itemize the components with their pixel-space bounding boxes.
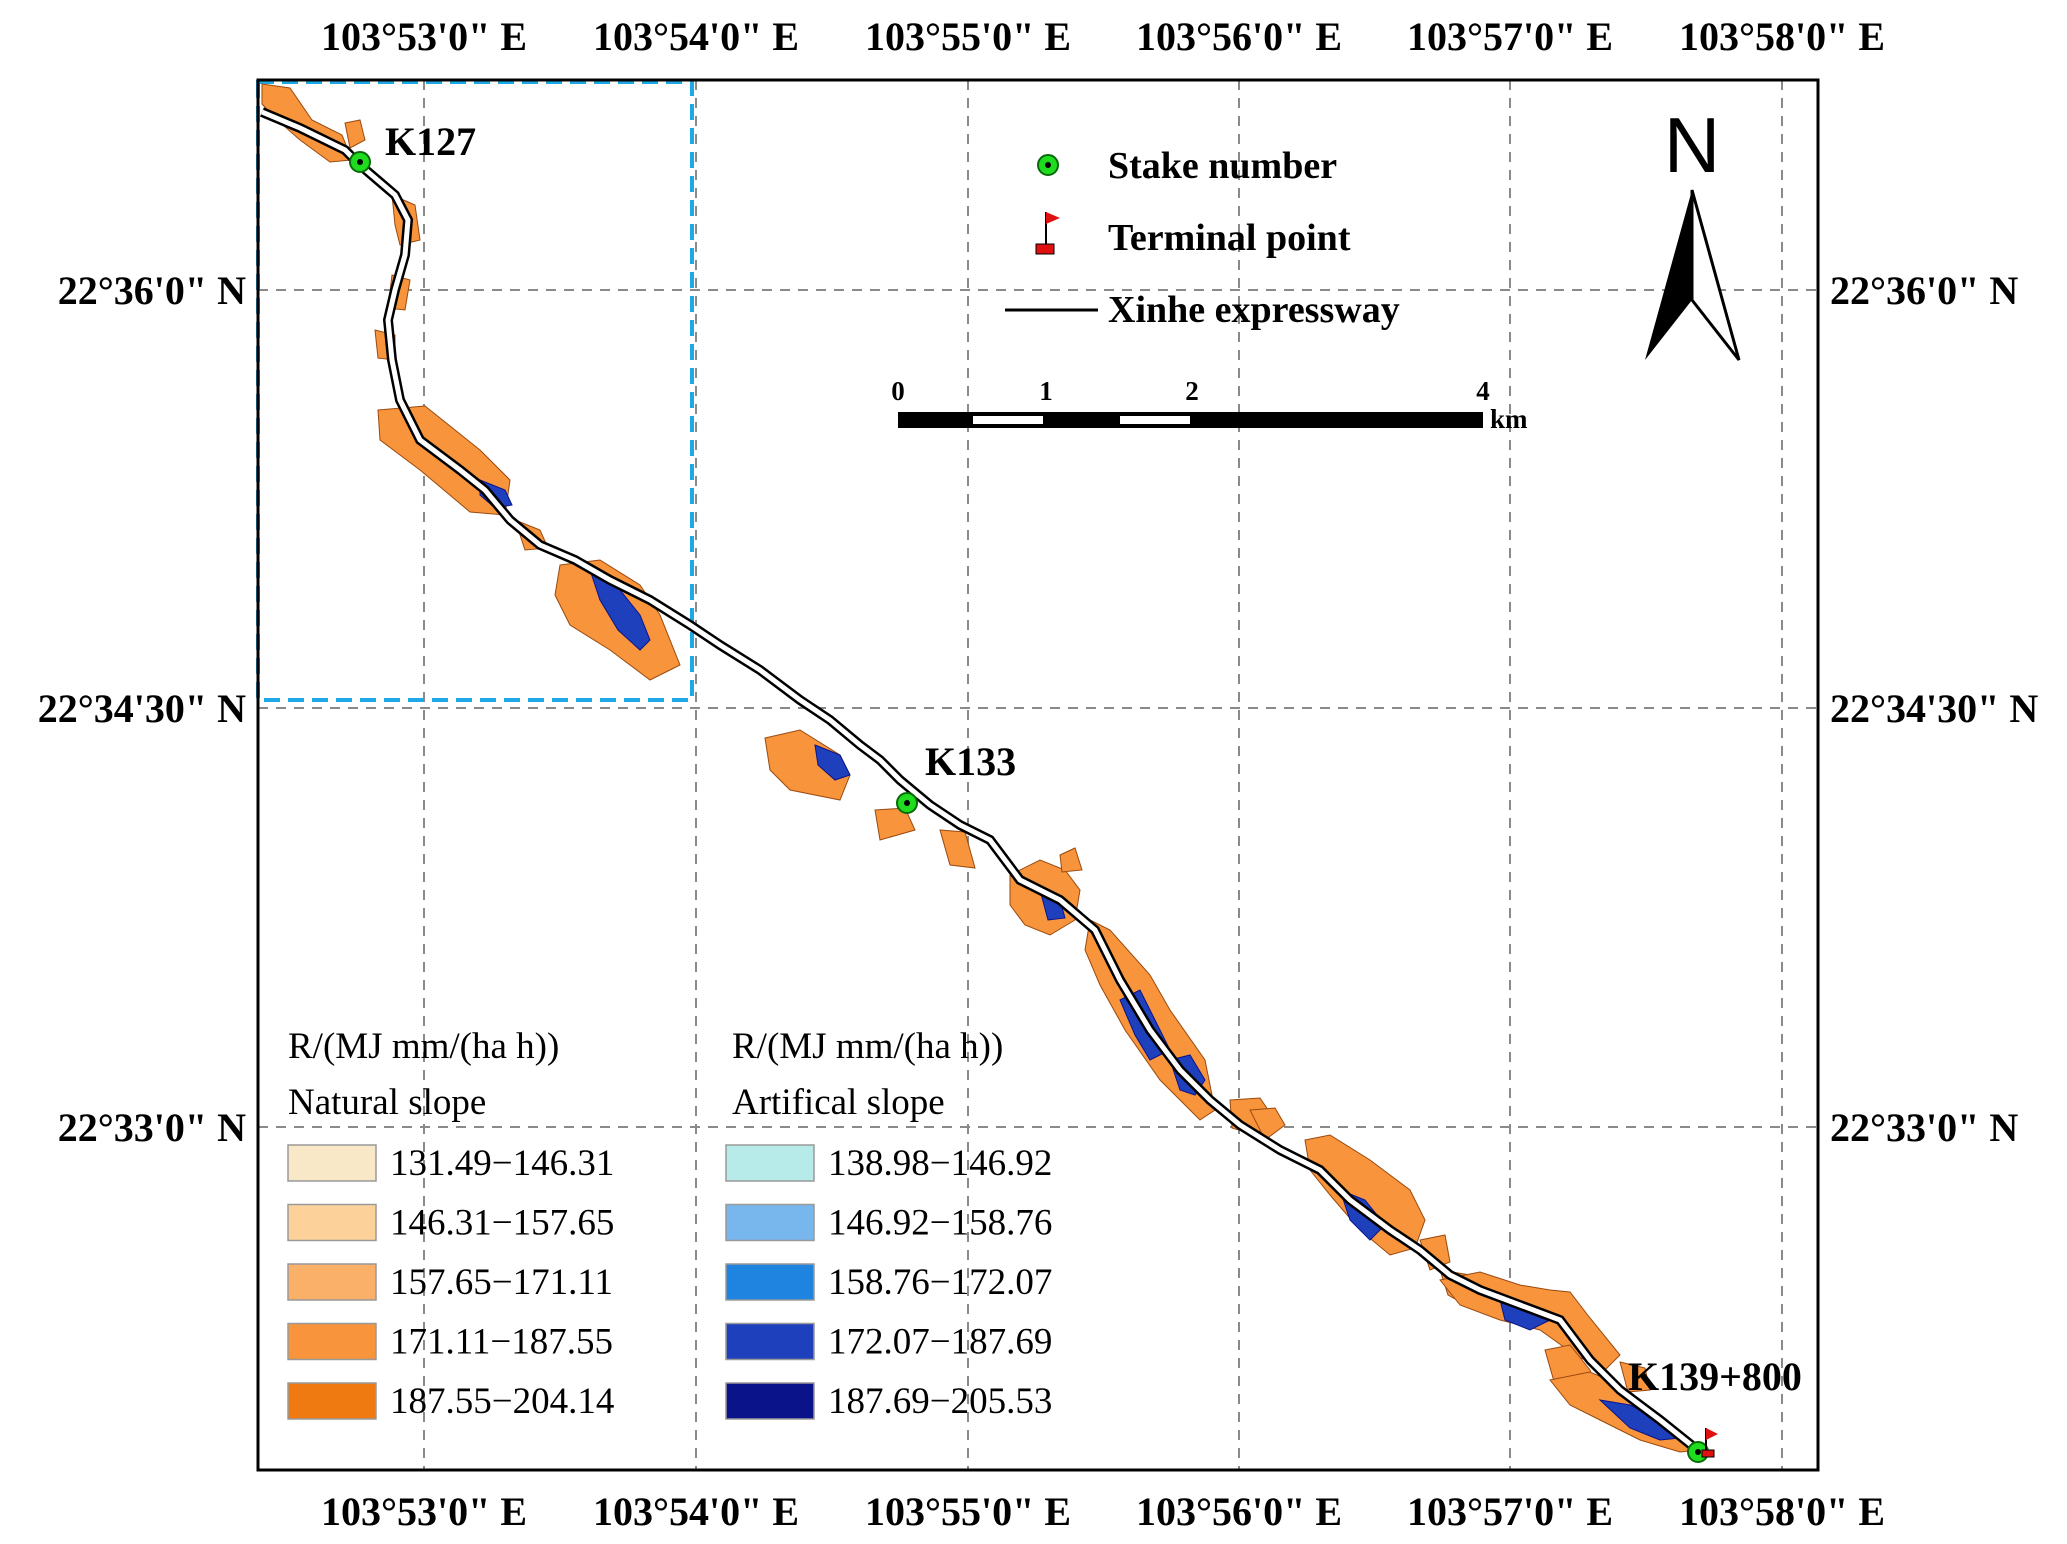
natural-legend-swatch <box>287 1144 377 1182</box>
bottom-lon-label: 103°54'0" E <box>593 1489 799 1534</box>
symbol-legend: Stake number Terminal point Xinhe expres… <box>1005 145 1400 331</box>
right-lat-label: 22°34'30" N <box>1830 686 2038 731</box>
stake-label-k133: K133 <box>925 739 1016 784</box>
artificial-legend-swatch <box>725 1382 815 1420</box>
top-lon-label: 103°54'0" E <box>593 14 799 59</box>
natural-legend-swatch <box>287 1322 377 1361</box>
north-label: N <box>1664 101 1720 189</box>
top-lon-label: 103°56'0" E <box>1136 14 1342 59</box>
scale-bar: 0 1 2 4 km <box>891 376 1528 434</box>
terminal-flag-icon <box>1701 1428 1718 1458</box>
stake-number-icon <box>1037 154 1059 176</box>
natural-legend-swatch <box>287 1382 377 1420</box>
top-lon-label: 103°58'0" E <box>1679 14 1885 59</box>
natural-slope-legend: R/(MJ mm/(ha h)) Natural slope 131.49−14… <box>287 1026 614 1422</box>
bottom-lon-label: 103°57'0" E <box>1407 1489 1613 1534</box>
right-lat-label: 22°33'0" N <box>1830 1105 2018 1150</box>
bottom-lon-label: 103°55'0" E <box>865 1489 1071 1534</box>
artificial-legend-class-label: 138.98−146.92 <box>828 1143 1052 1184</box>
top-axis-labels: 103°53'0" E 103°54'0" E 103°55'0" E 103°… <box>321 14 1885 59</box>
bottom-lon-label: 103°56'0" E <box>1136 1489 1342 1534</box>
right-lat-label: 22°36'0" N <box>1830 268 2018 313</box>
stake-label-k127: K127 <box>385 119 476 164</box>
artificial-slope-legend: R/(MJ mm/(ha h)) Artifical slope 138.98−… <box>725 1026 1052 1422</box>
left-lat-label: 22°36'0" N <box>58 268 246 313</box>
natural-legend-class-label: 157.65−171.11 <box>390 1262 613 1303</box>
left-lat-label: 22°34'30" N <box>38 686 246 731</box>
graticule <box>258 80 1818 1470</box>
north-arrow: N <box>1645 101 1741 361</box>
terminal-flag-icon <box>1035 212 1060 255</box>
stake-label-k139800: K139+800 <box>1628 1354 1802 1399</box>
artificial-legend-swatch <box>725 1263 815 1301</box>
legend-expressway: Xinhe expressway <box>1108 289 1400 331</box>
natural-legend-class-label: 187.55−204.14 <box>390 1381 614 1422</box>
legend-stake-number: Stake number <box>1108 145 1337 187</box>
natural-legend-swatch <box>287 1263 377 1301</box>
natural-legend-class-label: 146.31−157.65 <box>390 1203 614 1244</box>
bottom-lon-label: 103°53'0" E <box>321 1489 527 1534</box>
left-axis-labels: 22°36'0" N 22°34'30" N 22°33'0" N <box>38 268 246 1150</box>
xinhe-expressway-line <box>260 107 1704 1456</box>
scale-unit: km <box>1490 404 1528 434</box>
top-lon-label: 103°57'0" E <box>1407 14 1613 59</box>
artificial-legend-unit: R/(MJ mm/(ha h)) <box>732 1026 1003 1067</box>
artificial-legend-swatch <box>725 1322 815 1361</box>
scale-tick-1: 1 <box>1039 376 1053 406</box>
artificial-legend-swatch <box>725 1144 815 1182</box>
stake-marker-k127 <box>349 151 371 173</box>
scale-tick-0: 0 <box>891 376 905 406</box>
legend-terminal-point: Terminal point <box>1108 217 1351 259</box>
natural-legend-swatch <box>287 1203 377 1242</box>
natural-legend-class-label: 171.11−187.55 <box>390 1322 613 1363</box>
scale-tick-4: 4 <box>1476 376 1490 406</box>
artificial-legend-class-label: 187.69−205.53 <box>828 1381 1052 1422</box>
artificial-legend-class-label: 172.07−187.69 <box>828 1322 1052 1363</box>
left-lat-label: 22°33'0" N <box>58 1105 246 1150</box>
bottom-axis-labels: 103°53'0" E 103°54'0" E 103°55'0" E 103°… <box>321 1489 1885 1534</box>
right-axis-labels: 22°36'0" N 22°34'30" N 22°33'0" N <box>1830 268 2038 1150</box>
top-lon-label: 103°53'0" E <box>321 14 527 59</box>
scale-tick-2: 2 <box>1185 376 1199 406</box>
map-frame <box>256 78 1820 1472</box>
artificial-legend-swatch <box>725 1203 815 1242</box>
bottom-lon-label: 103°58'0" E <box>1679 1489 1885 1534</box>
artificial-legend-class-label: 146.92−158.76 <box>828 1203 1052 1244</box>
natural-legend-title: Natural slope <box>288 1082 486 1123</box>
artificial-legend-class-label: 158.76−172.07 <box>828 1262 1052 1303</box>
top-lon-label: 103°55'0" E <box>865 14 1071 59</box>
natural-legend-unit: R/(MJ mm/(ha h)) <box>288 1026 559 1067</box>
stake-marker-k133 <box>896 792 918 814</box>
inset-box <box>256 80 694 702</box>
artificial-legend-title: Artifical slope <box>732 1082 945 1123</box>
natural-legend-class-label: 131.49−146.31 <box>390 1143 614 1184</box>
